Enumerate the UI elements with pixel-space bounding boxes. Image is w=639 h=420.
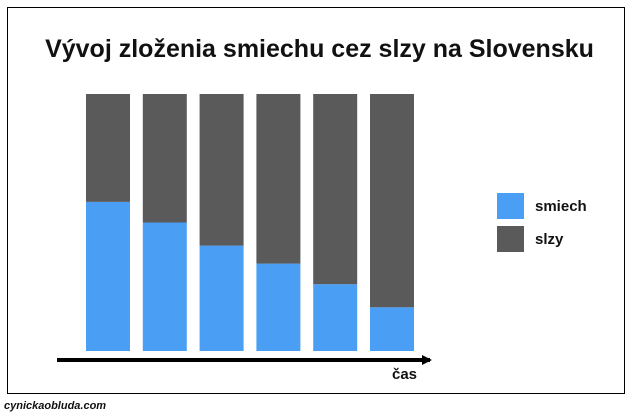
- legend-swatch-smiech: [497, 193, 524, 219]
- bar-2-slzy: [142, 94, 187, 223]
- legend: smiech slzy: [497, 193, 587, 259]
- legend-swatch-slzy: [497, 226, 524, 252]
- bar-3-slzy: [199, 94, 244, 246]
- legend-item-smiech: smiech: [497, 193, 587, 219]
- legend-label-slzy: slzy: [535, 230, 564, 248]
- bar-1-smiech: [86, 201, 130, 351]
- bars-group: [86, 94, 414, 351]
- legend-label-smiech: smiech: [535, 197, 587, 215]
- bar-3-smiech: [199, 245, 244, 351]
- bar-4-slzy: [256, 94, 301, 264]
- bar-6-smiech: [370, 307, 414, 351]
- bar-4-smiech: [256, 263, 301, 351]
- bar-5-slzy: [313, 94, 358, 285]
- bar-5-smiech: [313, 284, 358, 351]
- legend-item-slzy: slzy: [497, 226, 587, 252]
- watermark: cynickaobluda.com: [4, 400, 107, 412]
- x-axis-label: čas: [392, 366, 418, 383]
- bar-6-slzy: [370, 94, 414, 308]
- bar-2-smiech: [142, 222, 187, 351]
- bar-1-slzy: [86, 94, 130, 202]
- chart-title: Vývoj zloženia smiechu cez slzy na Slove…: [45, 35, 594, 63]
